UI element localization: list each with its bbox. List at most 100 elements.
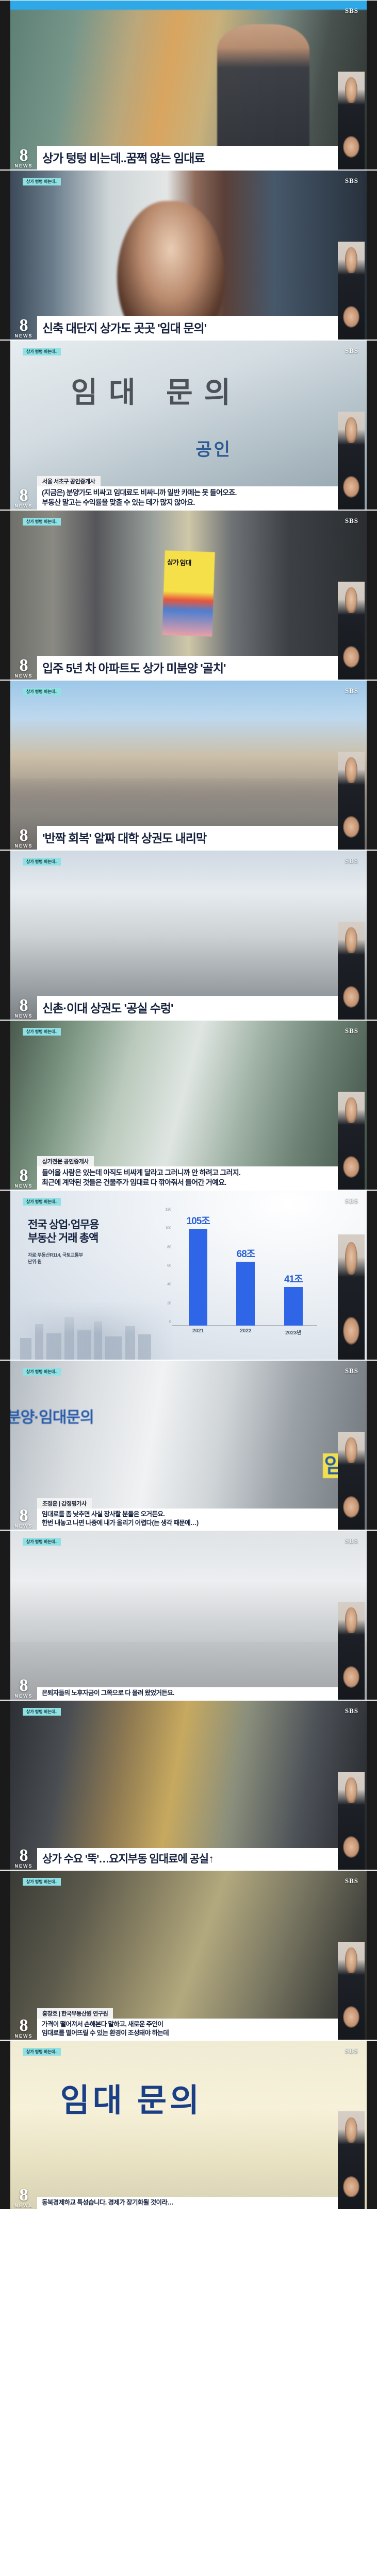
caption-line: (지금은) 분양가도 비싸고 임대료도 비싸니까 일반 카페는 못 들어오죠. [42, 488, 237, 497]
shop-rental-sign: 상가 임대 [167, 558, 191, 567]
caption-speaker: 서울 서초구 공인중개사 [37, 476, 101, 487]
sbs-logo: SBS [345, 517, 358, 524]
panel-arcade-interview: 상가 텅텅 비는데.. SBS 8 NEWS 상가전문 공인중개사 들어올 사람… [0, 1020, 377, 1190]
bar [236, 1262, 255, 1326]
sign-language-interpreter [338, 921, 365, 1020]
caption-speaker: 조정훈 | 감정평가사 [37, 1498, 92, 1509]
caption-line: 임대료를 떨어뜨릴 수 있는 환경이 조성돼야 하는데 [42, 2029, 169, 2037]
anchor-studio-photo [10, 1, 367, 170]
caption-lines: 동북경제하교 특성습니다. 경제가 장기화될 것이라… [37, 2197, 338, 2209]
caption-line: 은퇴자들의 노후자금이 그쪽으로 다 몰려 왔었거든요. [42, 1689, 175, 1697]
chart-title-line-2: 부동산 거래 총액 [28, 1232, 99, 1245]
chart-title-line-1: 전국 상업·업무용 [28, 1219, 99, 1231]
interview-caption: 8 NEWS 서울 서초구 공인중개사 (지금은) 분양가도 비싸고 임대료도 … [10, 476, 367, 510]
panel-imdae-sign: 임대 문의 상가 텅텅 비는데.. SBS 8 NEWS 동북경제하교 특성습니… [0, 2040, 377, 2210]
caption-lines: (지금은) 분양가도 비싸고 임대료도 비싸니까 일반 카페는 못 들어오죠. … [37, 486, 338, 510]
news8-logo: 8 NEWS [14, 1166, 33, 1189]
topic-tag: 상가 텅텅 비는데.. [23, 348, 61, 356]
panel-headline: '반짝 회복' 알짜 대학 상권도 내리막 [37, 826, 338, 850]
topic-tag: 상가 텅텅 비는데.. [23, 1368, 61, 1376]
caption-lines: 임대료를 좀 낮추면 사실 장사할 분들은 오거든요. 한번 내놓고 나면 나중… [37, 1509, 338, 1530]
news8-logo: 8 NEWS [14, 656, 33, 679]
panel-empty-office: 상가 텅텅 비는데.. SBS 8 NEWS 은퇴자들의 노후자금이 그쪽으로 … [0, 1530, 377, 1700]
headline-bar: 8 NEWS 신촌·이대 상권도 '공실 수렁' [10, 996, 367, 1020]
news-clip-strip: SBS 8 NEWS 상가 텅텅 비는데..꿈쩍 않는 임대료 상가 텅텅 비는… [0, 0, 377, 2210]
sign-language-interpreter [338, 411, 365, 510]
panel-anchor-intro: SBS 8 NEWS 상가 텅텅 비는데..꿈쩍 않는 임대료 [0, 0, 377, 170]
street-interview-photo [10, 171, 367, 340]
panel-university-district: 상가 텅텅 비는데.. SBS 8 NEWS '반짝 회복' 알짜 대학 상권도… [0, 680, 377, 850]
interview-caption: 8 NEWS 은퇴자들의 노후자금이 그쪽으로 다 몰려 왔었거든요. [10, 1677, 367, 1700]
sbs-logo: SBS [345, 857, 358, 865]
bar-value-label: 41조 [284, 1274, 303, 1285]
headline-bar: 8 NEWS 상가 텅텅 비는데..꿈쩍 않는 임대료 [10, 146, 367, 170]
sinchon-street-photo [10, 851, 367, 1020]
news8-logo: 8 NEWS [14, 1846, 33, 1869]
headline-bar: 8 NEWS 신축 대단지 상가도 곳곳 '임대 문의' [10, 316, 367, 340]
y-tick-label: 40 [167, 1282, 171, 1286]
sbs-logo: SBS [345, 1537, 358, 1545]
sign-language-interpreter [338, 581, 365, 680]
panel-transaction-chart: 상가 텅텅 비는데.. SBS 전국 상업·업무용 부동산 거래 총액 자료:부… [0, 1190, 377, 1360]
news8-logo: 8 NEWS [14, 2016, 33, 2039]
sign-language-interpreter [338, 1234, 365, 1360]
topic-tag: 상가 텅텅 비는데.. [23, 1708, 61, 1716]
bar-chart: 전국 상업·업무용 부동산 거래 총액 자료:부동산R114, 국토교통부 단위… [10, 1191, 367, 1360]
chart-source-text: 자료:부동산R114, 국토교통부 [28, 1252, 83, 1258]
sign-language-interpreter [338, 1601, 365, 1700]
window-sign-text: 임대 문의 [71, 376, 242, 409]
news8-logo: 8 NEWS [14, 486, 33, 509]
caption-lines: 가격이 떨어져서 손해본다 말하고, 새로운 주인이 임대료를 떨어뜨릴 수 있… [37, 2019, 338, 2040]
panel-demand-drop: 상가 텅텅 비는데.. SBS 8 NEWS 상가 수요 '뚝'…요지부동 임대… [0, 1700, 377, 1870]
caption-speaker: 상가전문 공인중개사 [37, 1156, 94, 1167]
panel-headline: 상가 텅텅 비는데..꿈쩍 않는 임대료 [37, 146, 338, 170]
topic-tag: 상가 텅텅 비는데.. [23, 178, 61, 186]
news8-logo: 8 NEWS [14, 996, 33, 1019]
sbs-logo: SBS [345, 2047, 358, 2055]
caption-line: 최근에 계약된 것들은 건물주가 임대료 다 깎아줘서 들어간 거예요. [42, 1178, 226, 1187]
y-tick-label: 100 [165, 1226, 171, 1230]
sbs-logo: SBS [345, 1197, 358, 1205]
panel-sinchon-ewha: 상가 텅텅 비는데.. SBS 8 NEWS 신촌·이대 상권도 '공실 수렁' [0, 850, 377, 1020]
x-tick-label: 2021 [192, 1328, 204, 1334]
news8-logo: 8 NEWS [14, 146, 33, 168]
y-tick-label: 0 [169, 1320, 171, 1324]
interview-caption: 8 NEWS 홍창호 | 한국부동산원 연구원 가격이 떨어져서 손해본다 말하… [10, 2008, 367, 2040]
panel-headline: 상가 수요 '뚝'…요지부동 임대료에 공실↑ [37, 1848, 338, 1870]
chart-source: 자료:부동산R114, 국토교통부 단위:원 [28, 1252, 157, 1266]
news8-logo: 8 NEWS [14, 826, 33, 849]
sbs-logo: SBS [345, 7, 358, 14]
bar [284, 1287, 303, 1326]
panel-headline: 입주 5년 차 아파트도 상가 미분양 '골치' [37, 656, 338, 680]
topic-tag: 상가 텅텅 비는데.. [23, 1538, 61, 1546]
sign-language-interpreter [338, 751, 365, 850]
panel-new-complex: 상가 텅텅 비는데.. SBS 8 NEWS 신축 대단지 상가도 곳곳 '임대… [0, 170, 377, 340]
topic-tag: 상가 텅텅 비는데.. [23, 518, 61, 526]
news8-logo: 8 NEWS [14, 316, 33, 338]
sign-language-interpreter [338, 71, 365, 170]
wall-sign-left: 분양·임대문의 [10, 1409, 94, 1427]
sign-language-interpreter [338, 1091, 365, 1190]
empty-office-photo [10, 1531, 367, 1700]
bar [189, 1229, 208, 1326]
chart-bar-group: 68조 [234, 1213, 257, 1326]
sbs-logo: SBS [345, 1877, 358, 1885]
chart-unit-text: 단위:원 [28, 1259, 42, 1264]
chart-y-axis: 0 20 40 60 80 100 120 [161, 1208, 172, 1326]
panel-rental-sign-interview: 임대 문의 공인 상가 텅텅 비는데.. SBS 8 NEWS 서울 서초구 공… [0, 340, 377, 510]
sign-language-interpreter [338, 1771, 365, 1870]
interview-caption: 8 NEWS 상가전문 공인중개사 들어올 사람은 있는데 아직도 비싸게 달라… [10, 1156, 367, 1190]
x-tick-label: 2023년 [285, 1330, 302, 1336]
chart-bar-group: 105조 [186, 1213, 210, 1326]
caption-line: 가격이 떨어져서 손해본다 말하고, 새로운 주인이 [42, 2021, 163, 2028]
topic-tag: 상가 텅텅 비는데.. [23, 858, 61, 866]
chart-bar-group: 41조 [282, 1213, 305, 1326]
sbs-logo: SBS [345, 1027, 358, 1035]
sign-language-interpreter [338, 2111, 365, 2209]
headline-bar: 8 NEWS 상가 수요 '뚝'…요지부동 임대료에 공실↑ [10, 1846, 367, 1870]
vacant-shopfront-photo [10, 511, 367, 680]
sbs-logo: SBS [345, 347, 358, 354]
interview-caption: 8 NEWS 동북경제하교 특성습니다. 경제가 장기화될 것이라… [10, 2187, 367, 2209]
topic-tag: 상가 텅텅 비는데.. [23, 1198, 61, 1206]
caption-lines: 들어올 사람은 있는데 아직도 비싸게 달라고 그러니까 안 하려고 그러지. … [37, 1166, 338, 1190]
